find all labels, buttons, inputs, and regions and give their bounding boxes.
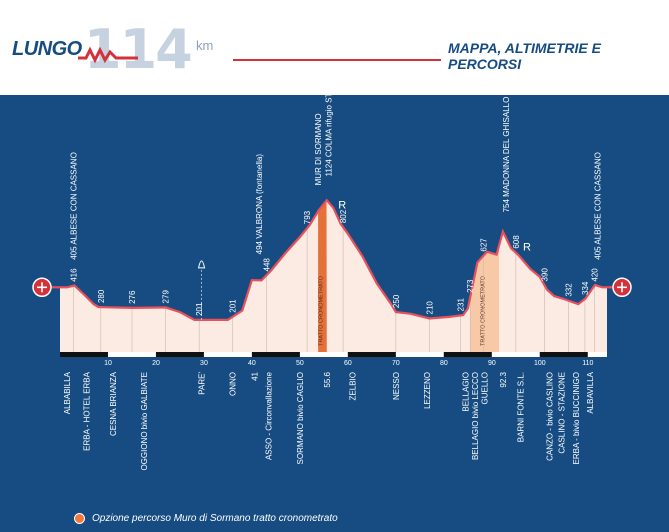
place-label: GUELLO	[481, 372, 490, 404]
distance-bar-segment	[443, 352, 492, 357]
distance-bar-segment	[299, 352, 348, 357]
distance-bar-segment	[539, 352, 588, 357]
elevation-label: 332	[565, 283, 574, 297]
x-tick-label: 50	[296, 360, 304, 367]
header-band: LUNGO 114 km MAPPA, ALTIMETRIE E PERCORS…	[0, 0, 669, 95]
place-label: ASSO - Circonvallazione	[265, 371, 274, 460]
elevation-label: 250	[392, 294, 401, 308]
place-label: CANZO - bivio CASLINO	[545, 372, 554, 461]
elevation-label: 210	[425, 301, 434, 315]
distance-bar-segment	[60, 352, 108, 357]
distance-unit: km	[196, 38, 214, 53]
place-label: OGGIONO bivio GALBIATE	[140, 372, 149, 471]
place-label: NESSO	[392, 372, 401, 400]
place-label: ALBABILLA	[63, 371, 72, 414]
place-label: ERBA - bivio BUCCINIGO	[572, 372, 581, 464]
elevation-label: 334	[581, 281, 590, 295]
distance-bar-segment	[251, 352, 300, 357]
place-label: ALBAVILLA	[586, 371, 595, 413]
elevation-label: 390	[541, 268, 550, 282]
place-label: ONNO	[229, 372, 238, 396]
x-tick-label: 30	[200, 360, 208, 367]
place-label: CASLINO - STAZIONE	[557, 372, 566, 454]
place-label: ERBA - HOTEL ERBA	[82, 371, 91, 451]
elevation-label: 231	[457, 297, 466, 311]
bell-icon	[197, 260, 206, 269]
elevation-label: 608	[512, 235, 521, 249]
elevation-label: 802	[339, 209, 348, 223]
footnote: Opzione percorso Muro di Sormano tratto …	[92, 513, 338, 524]
refreshment-mark: R	[523, 241, 531, 253]
header-subtitle: MAPPA, ALTIMETRIE E PERCORSI	[448, 40, 601, 72]
profile-line	[60, 198, 607, 321]
x-tick-label: 20	[152, 360, 160, 367]
elevation-label: 201	[229, 299, 238, 313]
elevation-label: 448	[262, 258, 271, 272]
timed-option-dot-icon	[74, 513, 85, 524]
summit-label: 494 VALBRONA (fontanella)	[255, 154, 264, 255]
elevation-label: 279	[162, 290, 171, 304]
elevation-label: 420	[591, 268, 600, 282]
elevation-label: 201	[195, 302, 204, 316]
elevation-label: 416	[69, 268, 78, 282]
place-label: BELLAGIO bivio LECCO	[471, 372, 480, 460]
x-tick-label: 60	[344, 360, 352, 367]
finish-marker-icon	[612, 277, 632, 298]
distance-number: 114	[84, 18, 193, 81]
x-tick-label: 70	[392, 360, 400, 367]
place-label: 92.3	[499, 371, 508, 387]
summit-label: 1124 COLMA rifugio STOPPANI	[325, 95, 334, 177]
x-tick-label: 80	[440, 360, 448, 367]
timed-section	[470, 245, 500, 352]
summit-label: 405 ALBESE CON CASSANO	[69, 152, 78, 260]
summit-label: MUR DI SORMANO	[314, 113, 323, 185]
place-label: SORMANO bivio CAGLIO	[296, 372, 305, 464]
refreshment-mark: R	[338, 200, 346, 212]
elevation-label: 793	[303, 210, 312, 224]
timed-section-label: TRATTO CRONOMETRATO	[318, 275, 324, 346]
elevation-label: 627	[480, 238, 489, 252]
distance-bar-segment	[203, 352, 252, 357]
route-title: LUNGO	[12, 38, 82, 60]
distance-bar-segment	[395, 352, 444, 357]
place-label: LEZZENO	[423, 372, 432, 409]
summit-label: 405 ALBESE CON CASSANO	[593, 152, 602, 260]
x-tick-label: 100	[534, 360, 546, 367]
header-divider	[233, 59, 441, 61]
profile-area	[60, 200, 607, 352]
elevation-label: 273	[466, 279, 475, 293]
x-tick-label: 110	[582, 360, 593, 367]
place-label: PARE'	[198, 372, 207, 395]
place-label: BARNI FONTE S.L.	[517, 372, 526, 442]
x-tick-label: 40	[248, 360, 256, 367]
timed-section	[318, 200, 327, 352]
start-marker-icon	[32, 277, 52, 298]
elevation-chart: TRATTO CRONOMETRATO TRATTO CRONOMETRATO10…	[32, 95, 632, 471]
place-label: 41	[250, 371, 259, 380]
distance-bar-segment	[107, 352, 156, 357]
place-label: BELLAGIO	[461, 372, 470, 412]
x-tick-label: 90	[488, 360, 496, 367]
zigzag-icon	[78, 46, 138, 64]
elevation-label: 276	[128, 290, 137, 304]
distance-bar-segment	[491, 352, 540, 357]
place-label: 55.6	[323, 371, 332, 387]
summit-label: 754 MADONNA DEL GHISALLO	[502, 97, 511, 213]
distance-bar-segment	[347, 352, 396, 357]
distance-bar-segment	[155, 352, 204, 357]
elevation-label: 280	[97, 289, 106, 303]
x-tick-label: 10	[104, 360, 112, 367]
place-label: ZELBIO	[349, 372, 358, 400]
distance-bar-segment	[587, 352, 607, 357]
place-label: CESNA BRIANZA	[109, 371, 118, 436]
